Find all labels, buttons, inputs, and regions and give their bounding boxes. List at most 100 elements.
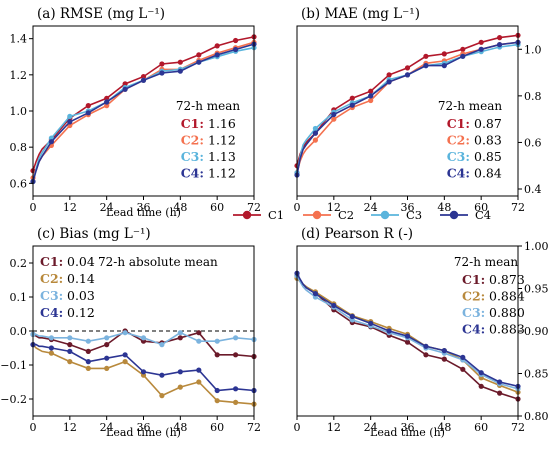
x-tick-label: 24 xyxy=(364,201,378,214)
y-tick-label: −0.2 xyxy=(0,393,27,406)
data-point xyxy=(177,335,183,341)
x-tick-label: 60 xyxy=(474,421,488,434)
y-tick-label: 0.8 xyxy=(524,90,542,103)
data-point xyxy=(159,70,165,76)
annotation-value: 1.13 xyxy=(208,149,236,164)
x-tick-label: 0 xyxy=(294,421,301,434)
data-point xyxy=(349,313,355,320)
x-tick-label: 12 xyxy=(327,421,341,434)
x-tick-label: 48 xyxy=(437,201,451,214)
data-point xyxy=(441,356,447,362)
data-point xyxy=(48,350,55,356)
data-point xyxy=(368,320,374,326)
panel-title: (b) MAE (mg L⁻¹) xyxy=(301,6,420,22)
x-tick-label: 72 xyxy=(247,421,261,434)
series-line xyxy=(296,43,519,173)
data-point xyxy=(478,370,484,376)
annotation-header: 72-h mean xyxy=(438,99,503,113)
x-tick-label: 48 xyxy=(173,201,187,214)
series-C1 xyxy=(294,32,521,169)
x-tick-label: 36 xyxy=(401,421,415,434)
series-line xyxy=(296,41,519,176)
annotation-box: 72-h mean C1: 0.873 C2: 0.884 C3: 0.880 C4: 0.88… xyxy=(454,255,525,337)
data-point xyxy=(312,291,318,297)
data-point xyxy=(159,342,165,348)
data-point xyxy=(122,352,128,358)
x-tick-label: 72 xyxy=(511,421,525,434)
data-point xyxy=(423,63,429,69)
legend-marker xyxy=(312,210,322,220)
data-point xyxy=(104,95,110,101)
data-point xyxy=(122,81,128,87)
legend-label: C2 xyxy=(338,208,354,222)
series-line xyxy=(296,272,519,388)
panel-3: (c) Bias (mg L⁻¹) 0 12 24 36 48 60 72 −0.2 −0.1 0.… xyxy=(0,226,261,439)
annotation-header: 72-h mean xyxy=(176,99,241,113)
data-point xyxy=(122,330,128,336)
annotation-label: C3: xyxy=(447,149,470,164)
annotation-value: 1.16 xyxy=(208,116,236,131)
data-point xyxy=(386,79,392,85)
data-point xyxy=(196,367,202,373)
legend-entry-C3: C3 xyxy=(371,208,422,222)
y-tick-label: 1.0 xyxy=(524,43,542,56)
panel-title: (d) Pearson R (-) xyxy=(301,226,413,242)
data-point xyxy=(85,365,91,371)
data-point xyxy=(441,63,447,69)
data-point xyxy=(386,72,392,78)
y-tick-label: 0.4 xyxy=(524,183,542,196)
annotation-header: 72-h mean xyxy=(454,255,519,269)
data-point xyxy=(196,338,202,344)
annotation-value: 1.12 xyxy=(208,166,236,181)
x-tick-label: 72 xyxy=(511,201,525,214)
data-point xyxy=(48,335,55,341)
legend-marker xyxy=(449,210,459,220)
y-tick-label: 0.90 xyxy=(524,325,549,338)
data-point xyxy=(214,338,220,344)
data-point xyxy=(497,379,503,385)
data-point xyxy=(196,330,202,336)
panel-1: (a) RMSE (mg L⁻¹) 0 12 24 36 48 60 72 0.6 0.8 1.0 1… xyxy=(10,6,262,219)
legend-marker xyxy=(242,210,252,220)
series-line xyxy=(32,43,255,182)
series-C3 xyxy=(30,330,257,348)
data-point xyxy=(104,355,110,361)
legend: C1 C2 C3 C4 xyxy=(233,208,491,222)
data-point xyxy=(104,103,110,109)
data-point xyxy=(349,95,355,101)
x-tick-label: 48 xyxy=(173,421,187,434)
y-tick-label: 1.2 xyxy=(10,69,28,82)
series-C4 xyxy=(30,41,257,185)
legend-entry-C1: C1 xyxy=(233,208,284,222)
x-tick-label: 60 xyxy=(210,421,224,434)
legend-marker xyxy=(380,210,390,220)
data-point xyxy=(159,372,165,378)
data-point xyxy=(67,348,73,354)
series-line xyxy=(296,34,519,166)
data-point xyxy=(214,352,220,358)
annotation-value: 0.884 xyxy=(489,289,525,304)
y-tick-label: 0.1 xyxy=(10,291,28,304)
data-point xyxy=(104,99,110,105)
series-line xyxy=(33,331,255,346)
data-point xyxy=(214,43,220,49)
data-point xyxy=(122,359,128,365)
series-C4 xyxy=(30,342,257,394)
y-tick-label: 1.00 xyxy=(524,240,549,253)
y-tick-label: 0.95 xyxy=(524,283,549,296)
annotation-label: C2: xyxy=(40,271,63,286)
data-point xyxy=(140,77,147,83)
data-point xyxy=(497,35,503,41)
annotation-value: 0.880 xyxy=(489,305,525,320)
annotation-label: C2: xyxy=(181,133,204,148)
annotation-box: 72-h mean C1: 1.16 C2: 1.12 C3: 1.13 C4: 1.12 xyxy=(176,99,241,181)
data-point xyxy=(196,59,202,65)
legend-entry-C2: C2 xyxy=(303,208,354,222)
annotation-label: C3: xyxy=(462,305,485,320)
x-tick-label: 36 xyxy=(401,201,415,214)
data-point xyxy=(460,46,466,52)
y-tick-label: 0.80 xyxy=(524,410,549,423)
legend-entry-C4: C4 xyxy=(440,208,491,222)
data-point xyxy=(159,61,165,67)
annotation-value: 0.883 xyxy=(489,322,525,337)
